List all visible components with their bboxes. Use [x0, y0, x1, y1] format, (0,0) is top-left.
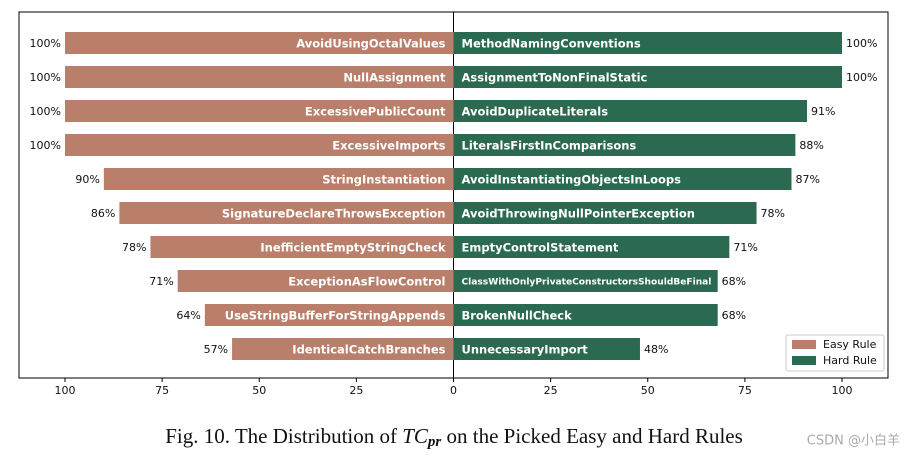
value-label: 57% — [204, 343, 228, 356]
bar — [232, 338, 454, 360]
bar-category-label: InefficientEmptyStringCheck — [260, 241, 445, 255]
value-label: 64% — [176, 309, 200, 322]
caption-subscript: pr — [426, 434, 442, 450]
value-label: 68% — [722, 275, 746, 288]
x-tick-label: 25 — [544, 384, 558, 397]
value-label: 71% — [149, 275, 173, 288]
value-label: 100% — [846, 71, 877, 84]
legend-label: Easy Rule — [823, 338, 877, 351]
value-label: 87% — [795, 173, 819, 186]
legend-swatch — [792, 356, 816, 365]
bar-category-label: ExcessivePublicCount — [305, 105, 446, 119]
legend-label: Hard Rule — [823, 354, 877, 367]
value-label: 86% — [91, 207, 115, 220]
value-label: 68% — [722, 309, 746, 322]
watermark: CSDN @小白羊 — [807, 433, 900, 449]
x-tick-label: 75 — [738, 384, 752, 397]
value-label: 88% — [799, 139, 823, 152]
bar — [453, 270, 718, 292]
x-tick-label: 100 — [832, 384, 853, 397]
value-label: 100% — [30, 71, 61, 84]
bar — [103, 168, 454, 190]
caption-prefix: Fig. 10. The Distribution of — [165, 424, 402, 448]
value-label: 78% — [122, 241, 146, 254]
bar — [65, 100, 454, 122]
bar-category-label: UnnecessaryImport — [462, 343, 589, 357]
caption: Fig. 10. The Distribution of TCpr on the… — [165, 424, 743, 451]
bar — [453, 338, 640, 360]
bar-category-label: AvoidDuplicateLiterals — [462, 105, 609, 119]
value-label: 71% — [733, 241, 757, 254]
bar-category-label: ClassWithOnlyPrivateConstructorsShouldBe… — [462, 278, 712, 288]
value-label: 100% — [30, 37, 61, 50]
caption-suffix: on the Picked Easy and Hard Rules — [441, 424, 743, 448]
bar-category-label: BrokenNullCheck — [462, 309, 573, 323]
value-label: 78% — [761, 207, 785, 220]
value-label: 48% — [644, 343, 668, 356]
bar-category-label: StringInstantiation — [322, 173, 445, 187]
bar-category-label: AvoidInstantiatingObjectsInLoops — [462, 173, 682, 187]
bar-category-label: AssignmentToNonFinalStatic — [462, 71, 648, 85]
x-tick-label: 75 — [155, 384, 169, 397]
bar — [453, 100, 808, 122]
bar-category-label: ExceptionAsFlowControl — [288, 275, 445, 289]
bar-category-label: UseStringBufferForStringAppends — [225, 309, 446, 323]
x-tick-label: 100 — [55, 384, 76, 397]
bar — [65, 134, 454, 156]
caption-symbol: TC — [402, 424, 429, 448]
bar-category-label: IdenticalCatchBranches — [292, 343, 445, 357]
bar — [65, 32, 454, 54]
bar — [204, 304, 454, 326]
bar — [453, 168, 792, 190]
bar — [453, 32, 842, 54]
x-tick-label: 25 — [349, 384, 363, 397]
value-label: 100% — [846, 37, 877, 50]
bar-category-label: NullAssignment — [343, 71, 446, 85]
bar — [177, 270, 454, 292]
value-label: 90% — [75, 173, 99, 186]
x-tick-label: 50 — [252, 384, 266, 397]
x-tick-label: 0 — [450, 384, 457, 397]
bar-category-label: EmptyControlStatement — [462, 241, 619, 255]
bar-category-label: ExcessiveImports — [332, 139, 445, 153]
bar — [453, 134, 796, 156]
bar-category-label: SignatureDeclareThrowsException — [222, 207, 446, 221]
bar — [453, 202, 757, 224]
value-label: 100% — [30, 139, 61, 152]
bar-category-label: AvoidUsingOctalValues — [296, 37, 445, 51]
bar — [453, 236, 730, 258]
bar — [119, 202, 454, 224]
x-tick-label: 50 — [641, 384, 655, 397]
bar — [65, 66, 454, 88]
bar-category-label: LiteralsFirstInComparisons — [462, 139, 637, 153]
legend-swatch — [792, 340, 816, 349]
bar — [453, 66, 842, 88]
bar — [150, 236, 454, 258]
value-label: 100% — [30, 105, 61, 118]
bar-category-label: MethodNamingConventions — [462, 37, 641, 51]
bar-category-label: AvoidThrowingNullPointerException — [462, 207, 695, 221]
bar — [453, 304, 718, 326]
value-label: 91% — [811, 105, 835, 118]
